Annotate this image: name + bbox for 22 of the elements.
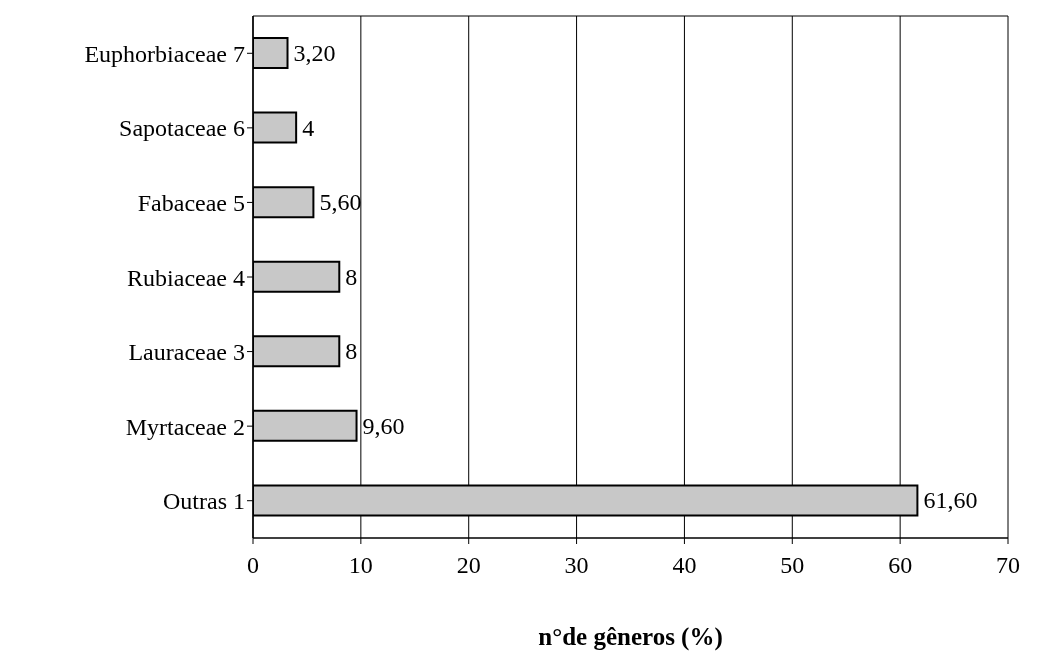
x-axis-title: n°de gêneros (%): [537, 623, 724, 651]
data-label: 9,60: [362, 412, 405, 439]
x-tick-label: 70: [996, 552, 1020, 579]
y-tick-label: Sapotaceae 6: [119, 115, 245, 142]
x-tick-label: 50: [780, 552, 805, 579]
y-tick-label: Outras 1: [163, 488, 245, 515]
x-tick-label: 10: [348, 552, 373, 579]
data-label: 8: [345, 338, 358, 365]
data-label: 8: [345, 263, 358, 290]
x-tick-label: 20: [456, 552, 481, 579]
x-tick-label: 30: [564, 552, 589, 579]
y-tick-label: Lauraceae 3: [128, 339, 245, 366]
data-label: 61,60: [923, 487, 978, 514]
data-label: 3,20: [293, 40, 336, 66]
x-tick-label: 40: [672, 552, 697, 579]
data-label: 4: [302, 114, 315, 141]
y-tick-label: Fabaceae 5: [137, 189, 245, 216]
y-tick-label: Euphorbiaceae 7: [84, 40, 245, 67]
x-tick-label: 0: [247, 552, 259, 579]
y-tick-label: Myrtaceae 2: [125, 413, 245, 440]
x-tick-label: 60: [888, 552, 913, 579]
y-tick-label: Rubiaceae 4: [127, 264, 245, 291]
